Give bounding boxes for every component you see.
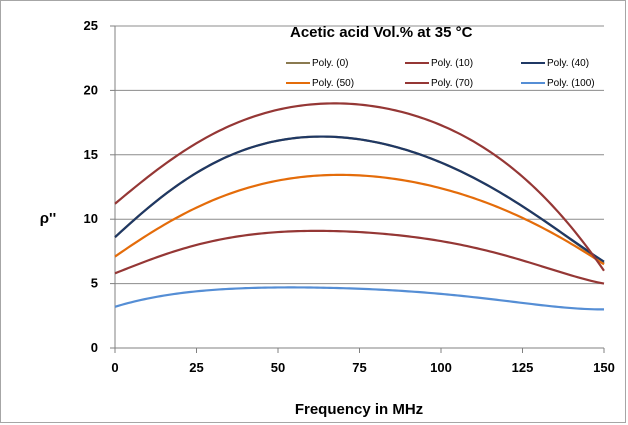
series-line-5 [114, 102, 605, 272]
x-tick-label-25: 25 [189, 360, 203, 375]
series-line-6 [114, 286, 605, 311]
y-tick-labels: 0 5 10 15 20 25 [84, 18, 98, 355]
series-line-1 [114, 135, 605, 264]
y-tick-label-5: 5 [91, 276, 98, 291]
series-line-2 [114, 229, 605, 285]
x-tick-label-75: 75 [352, 360, 366, 375]
series-line-3 [114, 135, 605, 263]
legend-label-5: Poly. (70) [431, 78, 473, 89]
series-lines [114, 102, 605, 311]
legend-label-1: Poly. (0) [312, 58, 349, 69]
axes [110, 25, 605, 353]
x-tick-label-125: 125 [512, 360, 534, 375]
x-tick-label-0: 0 [111, 360, 118, 375]
y-tick-label-0: 0 [91, 340, 98, 355]
x-tick-label-150: 150 [593, 360, 615, 375]
y-axis-title: ρ'' [40, 210, 56, 227]
y-tick-label-10: 10 [84, 211, 98, 226]
legend-label-2: Poly. (10) [431, 58, 473, 69]
x-tick-label-50: 50 [271, 360, 285, 375]
grid-lines [115, 25, 604, 285]
y-tick-label-25: 25 [84, 18, 98, 33]
x-tick-label-100: 100 [430, 360, 452, 375]
series-line-4 [114, 173, 605, 266]
legend-label-6: Poly. (100) [547, 78, 595, 89]
legend-label-4: Poly. (50) [312, 78, 354, 89]
y-tick-label-20: 20 [84, 82, 98, 97]
x-axis-title: Frequency in MHz [295, 401, 423, 418]
y-tick-label-15: 15 [84, 147, 98, 162]
chart-title: Acetic acid Vol.% at 35 °C [290, 24, 473, 41]
legend: Poly. (0) Poly. (10) Poly. (40) Poly. (50) P… [286, 58, 595, 89]
legend-label-3: Poly. (40) [547, 58, 589, 69]
x-tick-labels: 0 25 50 75 100 125 150 [111, 360, 614, 375]
